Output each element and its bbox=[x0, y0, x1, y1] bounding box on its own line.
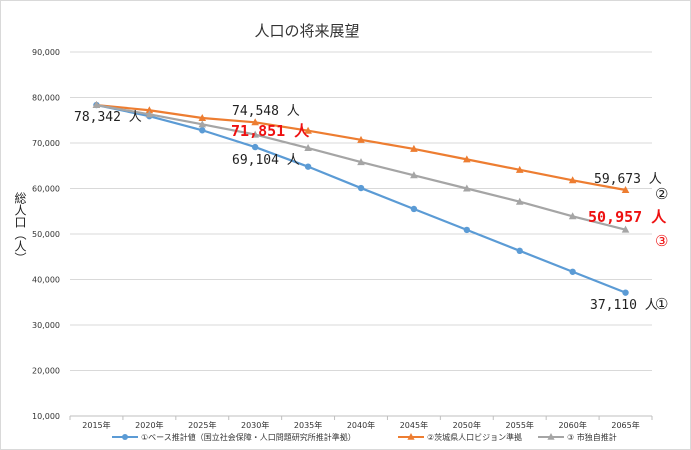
y-tick-label: 30,000 bbox=[32, 321, 60, 330]
series-2-point bbox=[463, 155, 471, 163]
x-tick-label: 2020年 bbox=[135, 420, 163, 430]
series2-marker-label: ② bbox=[655, 185, 668, 203]
x-tick-label: 2040年 bbox=[347, 420, 375, 430]
y-tick-label: 10,000 bbox=[32, 412, 60, 421]
annotation-series1-2065-value: 37,110 人 bbox=[590, 298, 658, 313]
x-tick-label: 2030年 bbox=[241, 420, 269, 430]
annotation-series1-2030-value: 69,104 人 bbox=[232, 153, 300, 168]
series-1-point bbox=[569, 268, 576, 275]
y-axis-label: 総人口（人） bbox=[13, 192, 27, 264]
series-2-point bbox=[304, 126, 312, 134]
x-tick-label: 2065年 bbox=[611, 420, 639, 430]
y-tick-label: 40,000 bbox=[32, 276, 60, 285]
series-3-point bbox=[304, 144, 312, 152]
annotation-series2-2030-value: 74,548 人 bbox=[232, 104, 300, 119]
series-3-point bbox=[568, 212, 577, 220]
annotation-series2-2065-value: 59,673 人 bbox=[594, 172, 662, 187]
x-tick-label: 2050年 bbox=[453, 420, 481, 430]
series3-marker-label: ③ bbox=[655, 232, 668, 250]
legend-marker-1 bbox=[122, 434, 128, 440]
y-axis-ticks: 10,000 20,000 30,000 40,000 50,000 60,000 70,0… bbox=[32, 48, 60, 421]
series-2-point bbox=[198, 113, 207, 121]
series-2-point bbox=[515, 165, 524, 173]
series-3-point bbox=[410, 171, 418, 179]
series-2-point bbox=[621, 185, 630, 193]
series-3-point bbox=[251, 130, 259, 138]
series-1-point bbox=[463, 226, 471, 234]
x-axis-ticks: 2015年 2020年 2025年 2030年 2035年 2040年 2045年 2050年… bbox=[69, 416, 653, 430]
chart-title: 人口の将来展望 bbox=[254, 22, 359, 40]
legend-marker-3 bbox=[547, 433, 555, 440]
series-3-point bbox=[621, 225, 630, 233]
series1-marker-label: ① bbox=[655, 295, 668, 313]
y-tick-label: 50,000 bbox=[32, 230, 60, 239]
x-tick-label: 2055年 bbox=[506, 420, 534, 430]
series-3-point bbox=[463, 184, 471, 192]
series-2-point bbox=[568, 176, 577, 184]
series-2-point bbox=[145, 106, 154, 114]
series-1-point bbox=[516, 247, 523, 255]
legend-marker-2 bbox=[407, 433, 415, 440]
y-tick-label: 20,000 bbox=[32, 367, 60, 376]
y-tick-label: 90,000 bbox=[32, 48, 60, 57]
series-2-point bbox=[251, 118, 259, 126]
annotation-series3-2030-value: 71,851 人 bbox=[231, 122, 310, 140]
y-tick-label: 60,000 bbox=[32, 185, 60, 194]
series-1-point bbox=[304, 163, 312, 170]
annotation-series3-2065-value: 50,957 人 bbox=[588, 208, 667, 226]
annotations: 78,342 人 74,548 人 71,851 人 69,104 人 59,6… bbox=[74, 104, 668, 313]
series-1-point bbox=[622, 289, 629, 296]
legend: ①ベース推計値（国立社会保障・人口問題研究所推計準拠） ②茨城県人口ビジョン準拠 ③… bbox=[112, 432, 617, 442]
series-1-point bbox=[410, 205, 418, 213]
x-tick-label: 2015年 bbox=[82, 420, 110, 430]
series-1-point bbox=[199, 127, 206, 134]
series-2-point bbox=[410, 144, 418, 152]
series-3-point bbox=[357, 158, 365, 166]
x-tick-label: 2045年 bbox=[400, 420, 428, 430]
legend-label-2: ②茨城県人口ビジョン準拠 bbox=[427, 432, 522, 442]
series-3-point bbox=[198, 120, 207, 128]
series-1-point bbox=[357, 184, 365, 192]
series-group bbox=[92, 101, 630, 296]
series-2-point bbox=[357, 135, 365, 143]
y-tick-label: 80,000 bbox=[32, 94, 60, 103]
series-1-point bbox=[251, 143, 259, 151]
legend-label-3: ③ 市独自推計 bbox=[567, 432, 617, 442]
series-3-point bbox=[145, 110, 154, 118]
legend-label-1: ①ベース推計値（国立社会保障・人口問題研究所推計準拠） bbox=[141, 432, 356, 442]
x-tick-label: 2025年 bbox=[188, 420, 216, 430]
series-3-point bbox=[515, 197, 524, 205]
x-tick-label: 2035年 bbox=[294, 420, 322, 430]
annotation-2015-value: 78,342 人 bbox=[74, 110, 142, 125]
y-tick-label: 70,000 bbox=[32, 139, 60, 148]
x-tick-label: 2060年 bbox=[558, 420, 586, 430]
series-3-point bbox=[92, 101, 101, 109]
